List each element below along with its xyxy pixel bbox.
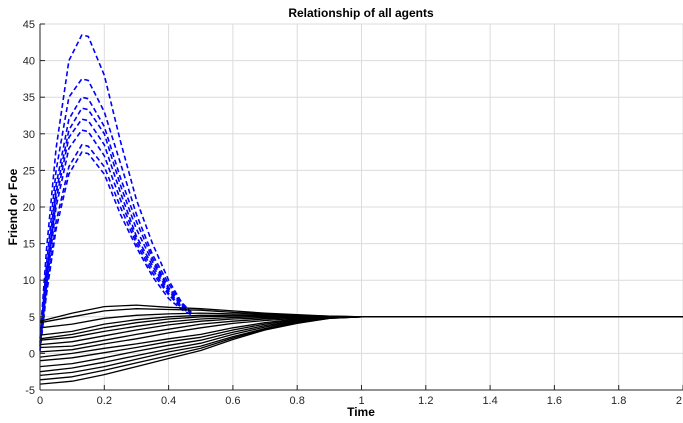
- x-tick-label: 1.8: [611, 395, 626, 407]
- y-axis-title: Friend or Foe: [6, 168, 20, 245]
- series-lines: [39, 34, 683, 385]
- x-tick-label: 0: [37, 395, 43, 407]
- x-tick-label: 1: [358, 395, 364, 407]
- x-tick-label: 0.8: [290, 395, 305, 407]
- y-tick-label: 20: [23, 202, 35, 214]
- axes: [39, 23, 683, 391]
- y-tick-label: 45: [23, 19, 35, 31]
- x-axis-title: Time: [347, 405, 375, 419]
- y-tick-label: 35: [23, 92, 35, 104]
- x-tick-label: 1.6: [547, 395, 562, 407]
- x-tick-label: 0.2: [97, 395, 112, 407]
- friend-series-line: [39, 129, 192, 348]
- x-tick-label: 1.4: [482, 395, 497, 407]
- y-tick-label: 10: [23, 275, 35, 287]
- friend-series-line: [39, 34, 192, 339]
- friend-series-line: [39, 118, 192, 345]
- x-tick-label: 0.6: [225, 395, 240, 407]
- y-tick-label: 5: [29, 312, 35, 324]
- y-tick-label: -5: [25, 385, 35, 397]
- friend-series-line: [39, 107, 192, 350]
- y-tick-label: 15: [23, 239, 35, 251]
- chart-title: Relationship of all agents: [288, 6, 434, 20]
- tick-labels: 0 0.2 0.4 0.6 0.8 1 1.2 1.4 1.6 1.8 2-505101520253…: [23, 19, 682, 407]
- friend-series-line: [39, 78, 192, 343]
- agent-series-line: [39, 316, 683, 385]
- y-tick-label: 30: [23, 129, 35, 141]
- y-tick-label: 25: [23, 165, 35, 177]
- x-tick-label: 1.2: [418, 395, 433, 407]
- x-tick-label: 0.4: [161, 395, 176, 407]
- y-tick-label: 40: [23, 56, 35, 68]
- x-tick-label: 2: [676, 395, 682, 407]
- friend-series-line: [39, 151, 192, 343]
- y-tick-label: 0: [29, 348, 35, 360]
- friend-series-line: [39, 144, 192, 352]
